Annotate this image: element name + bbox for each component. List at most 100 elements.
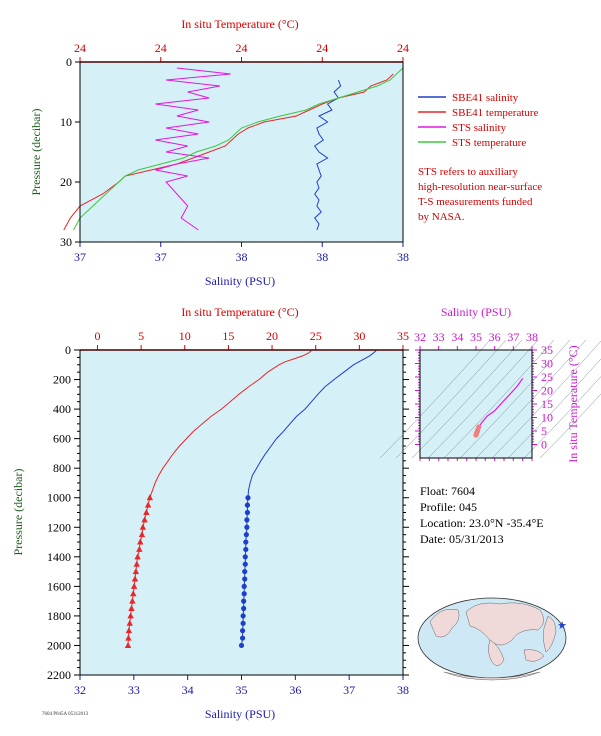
legend: SBE41 salinity SBE41 temperature STS salin… [418,92,542,223]
top-salinity-tick-label: 38 [316,250,328,264]
top-salinity-tick-label: 37 [74,250,86,264]
bottom-pressure-tick-label: 0 [65,343,71,357]
salinity-marker [238,642,245,649]
temperature-marker [139,523,147,530]
bottom-salinity-axis-label: Salinity (PSU) [205,707,275,721]
footer-code: 7604 P045A 05312013 [42,712,89,717]
top-temp-tick-label: 24 [316,41,328,55]
temperature-marker [137,538,144,545]
bottom-temp-tick-label: 25 [310,329,322,343]
top-pressure-axis-label: Pressure (decibar) [29,109,43,196]
sts-note-line: T-S measurements funded [418,196,533,208]
float-location-marker-icon: ★ [557,620,567,632]
bottom-salinity-tick-label: 32 [74,683,86,697]
bottom-pressure-axis-label: Pressure (decibar) [11,469,25,556]
salinity-marker [244,517,250,523]
ts-series [473,378,524,438]
top-series-line-1 [63,73,394,231]
salinity-marker [241,605,247,612]
bottom-salinity-tick-label: 36 [289,683,301,697]
salinity-marker [240,613,246,619]
map-land-americas [429,609,460,638]
legend-label: STS temperature [452,137,526,149]
density-contour [475,339,587,459]
bottom-salinity-tick-label: 34 [182,683,194,697]
bottom-temp-tick-label: 30 [353,329,365,343]
salinity-marker [245,495,251,501]
temperature-marker [130,590,137,597]
salinity-marker [244,509,251,516]
top-pressure-tick-label: 20 [60,175,72,189]
top-temp-tick-label: 24 [155,41,167,55]
sts-note-line: by NASA. [418,211,465,223]
bottom-pressure-tick-label: 1000 [47,491,71,505]
bottom-pressure-tick-label: 1800 [47,609,71,623]
bottom-pressure-tick-label: 1400 [47,550,71,564]
top-salinity-tick-label: 38 [236,250,248,264]
bottom-temp-tick-label: 20 [266,329,278,343]
legend-label: SBE41 salinity [452,92,519,104]
top-salinity-axis-label: Salinity (PSU) [205,274,275,288]
map-land-africa [488,639,505,666]
density-contour [443,339,555,459]
top-series [63,67,404,231]
ts-temp-tick-label: 25 [541,370,553,384]
density-contour [491,340,601,459]
map-land-antarctica [443,671,541,681]
density-contour [507,358,601,459]
ts-temp-tick-label: 0 [541,438,547,452]
bottom-temp-tick-label: 5 [138,329,144,343]
salinity-marker [239,628,246,634]
float-id: Float: 7604 [420,484,476,498]
world-map: ★ [417,597,567,681]
temperature-marker [136,545,143,552]
ts-temp-tick-label: 35 [541,343,553,357]
density-contour [395,339,507,459]
float-location: Location: 23.0°N -35.4°E [420,516,544,530]
temperature-marker [131,575,139,582]
temperature-marker [125,627,133,634]
top-plot-area [80,62,403,242]
temperature-marker [133,560,140,567]
salinity-marker [241,598,247,604]
top-salinity-tick-label: 38 [397,250,409,264]
ts-salinity-tick-label: 37 [507,330,519,344]
salinity-marker [241,591,247,597]
ts-temp-tick-label: 20 [541,384,553,398]
density-contour [379,339,491,459]
bottom-pressure-tick-label: 600 [53,432,71,446]
legend-label: SBE41 temperature [452,107,539,119]
temperature-marker [144,501,152,508]
map-land-south-america [543,615,557,653]
ts-temp-tick-label: 15 [541,397,553,411]
ts-temp-tick-label: 5 [541,424,547,438]
bottom-pressure-tick-label: 800 [53,461,71,475]
temperature-marker [132,568,140,575]
temperature-marker [128,605,135,612]
salinity-marker [241,583,247,589]
sts-note-line: high-resolution near-surface [418,181,542,193]
bottom-pressure-tick-label: 1200 [47,520,71,534]
ts-salinity-tick-label: 35 [470,330,482,344]
density-contour [411,339,523,459]
temperature-marker [125,634,132,641]
ts-plot-frame [419,349,533,459]
top-plot-frame [79,61,404,243]
ts-salinity-tick-label: 32 [414,330,426,344]
ts-salinity-tick-label: 34 [451,330,463,344]
bottom-temp-axis-label: In situ Temperature (°C) [181,305,298,319]
bottom-temp-tick-label: 10 [179,329,191,343]
temperature-marker [124,641,132,648]
top-series-line-3 [73,67,404,231]
top-series-line-2 [155,67,231,231]
ts-density-contours [379,339,601,459]
bottom-plot-area [80,350,403,675]
ts-point [476,424,482,430]
salinity-marker [242,561,248,567]
temperature-marker [146,494,154,501]
bottom-panel: 0 5 10 15 20 25 30 35 32 33 34 35 36 37 38 0 200 400 600 80… [11,305,409,721]
salinity-marker [240,620,246,626]
ts-salinity-axis-label: Salinity (PSU) [441,305,511,319]
salinity-marker [244,524,250,530]
